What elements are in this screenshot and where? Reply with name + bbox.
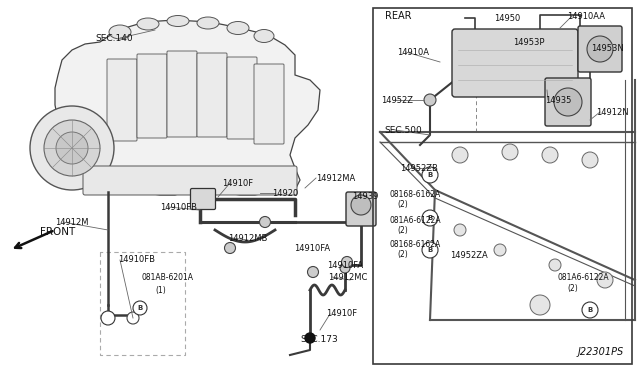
- Text: 14950: 14950: [494, 13, 520, 22]
- Text: 14939: 14939: [352, 192, 378, 201]
- Text: FRONT: FRONT: [40, 227, 76, 237]
- Text: 14912N: 14912N: [596, 108, 628, 116]
- FancyBboxPatch shape: [107, 59, 137, 141]
- Circle shape: [542, 147, 558, 163]
- Text: 08168-6162A: 08168-6162A: [390, 240, 441, 248]
- PathPatch shape: [55, 20, 320, 195]
- Text: SEC.140: SEC.140: [95, 33, 132, 42]
- Ellipse shape: [197, 17, 219, 29]
- Text: 08168-6162A: 08168-6162A: [390, 189, 441, 199]
- Text: 14935: 14935: [545, 96, 572, 105]
- Circle shape: [582, 152, 598, 168]
- Text: 14953P: 14953P: [513, 38, 545, 46]
- Text: 14952Z: 14952Z: [381, 96, 413, 105]
- Circle shape: [340, 263, 350, 273]
- Text: 14912M: 14912M: [55, 218, 88, 227]
- Circle shape: [494, 244, 506, 256]
- Circle shape: [56, 132, 88, 164]
- Circle shape: [44, 120, 100, 176]
- Text: (1): (1): [155, 285, 166, 295]
- Text: (2): (2): [397, 199, 408, 208]
- Text: (2): (2): [397, 225, 408, 234]
- Ellipse shape: [227, 22, 249, 35]
- Text: 14910FB: 14910FB: [160, 202, 197, 212]
- FancyBboxPatch shape: [346, 192, 376, 226]
- Circle shape: [127, 312, 139, 324]
- Circle shape: [424, 94, 436, 106]
- Circle shape: [422, 167, 438, 183]
- Text: 081A6-6122A: 081A6-6122A: [390, 215, 442, 224]
- Text: 081A6-6122A: 081A6-6122A: [558, 273, 610, 282]
- Text: 14910F: 14910F: [326, 310, 357, 318]
- Circle shape: [307, 266, 319, 278]
- Text: B: B: [428, 247, 433, 253]
- Text: SEC.173: SEC.173: [300, 336, 338, 344]
- FancyBboxPatch shape: [197, 53, 227, 137]
- Circle shape: [259, 217, 271, 228]
- Text: 14952ZA: 14952ZA: [450, 250, 488, 260]
- FancyBboxPatch shape: [191, 189, 216, 209]
- Ellipse shape: [167, 16, 189, 26]
- Text: 14953N: 14953N: [591, 44, 624, 52]
- Text: J22301PS: J22301PS: [578, 347, 624, 357]
- Bar: [373, 8, 632, 364]
- Text: B: B: [138, 305, 143, 311]
- Text: 14910AA: 14910AA: [567, 12, 605, 20]
- Circle shape: [351, 195, 371, 215]
- Text: SEC.500: SEC.500: [384, 125, 422, 135]
- Circle shape: [502, 144, 518, 160]
- FancyBboxPatch shape: [545, 78, 591, 126]
- FancyBboxPatch shape: [254, 64, 284, 144]
- Circle shape: [30, 106, 114, 190]
- Text: 14910A: 14910A: [397, 48, 429, 57]
- Text: 14910FA: 14910FA: [327, 260, 363, 269]
- FancyBboxPatch shape: [578, 26, 622, 72]
- Text: 14910F: 14910F: [222, 179, 253, 187]
- Text: 14912MA: 14912MA: [316, 173, 355, 183]
- Text: 081AB-6201A: 081AB-6201A: [142, 273, 194, 282]
- Text: 14952ZB: 14952ZB: [400, 164, 438, 173]
- Text: B: B: [428, 172, 433, 178]
- Circle shape: [549, 259, 561, 271]
- Text: B: B: [428, 215, 433, 221]
- Text: B: B: [588, 307, 593, 313]
- Circle shape: [133, 301, 147, 315]
- FancyBboxPatch shape: [137, 54, 167, 138]
- Text: REAR: REAR: [385, 11, 412, 21]
- Text: 14912MB: 14912MB: [228, 234, 268, 243]
- FancyBboxPatch shape: [167, 51, 197, 137]
- Circle shape: [342, 257, 353, 267]
- Circle shape: [101, 311, 115, 325]
- FancyBboxPatch shape: [83, 166, 297, 195]
- Circle shape: [305, 333, 315, 343]
- Circle shape: [454, 224, 466, 236]
- FancyBboxPatch shape: [227, 57, 257, 139]
- Circle shape: [422, 210, 438, 226]
- Circle shape: [587, 36, 613, 62]
- Circle shape: [225, 243, 236, 253]
- Circle shape: [452, 147, 468, 163]
- Circle shape: [530, 295, 550, 315]
- Circle shape: [422, 242, 438, 258]
- Ellipse shape: [137, 18, 159, 30]
- Text: (2): (2): [567, 285, 578, 294]
- Text: 14910FB: 14910FB: [118, 256, 155, 264]
- Text: 14910FA: 14910FA: [294, 244, 330, 253]
- Circle shape: [554, 88, 582, 116]
- Circle shape: [597, 272, 613, 288]
- Ellipse shape: [109, 25, 131, 39]
- Text: 14920: 14920: [272, 189, 298, 198]
- Circle shape: [582, 302, 598, 318]
- Ellipse shape: [254, 29, 274, 42]
- FancyBboxPatch shape: [452, 29, 578, 97]
- Text: (2): (2): [397, 250, 408, 259]
- Text: 14912MC: 14912MC: [328, 273, 367, 282]
